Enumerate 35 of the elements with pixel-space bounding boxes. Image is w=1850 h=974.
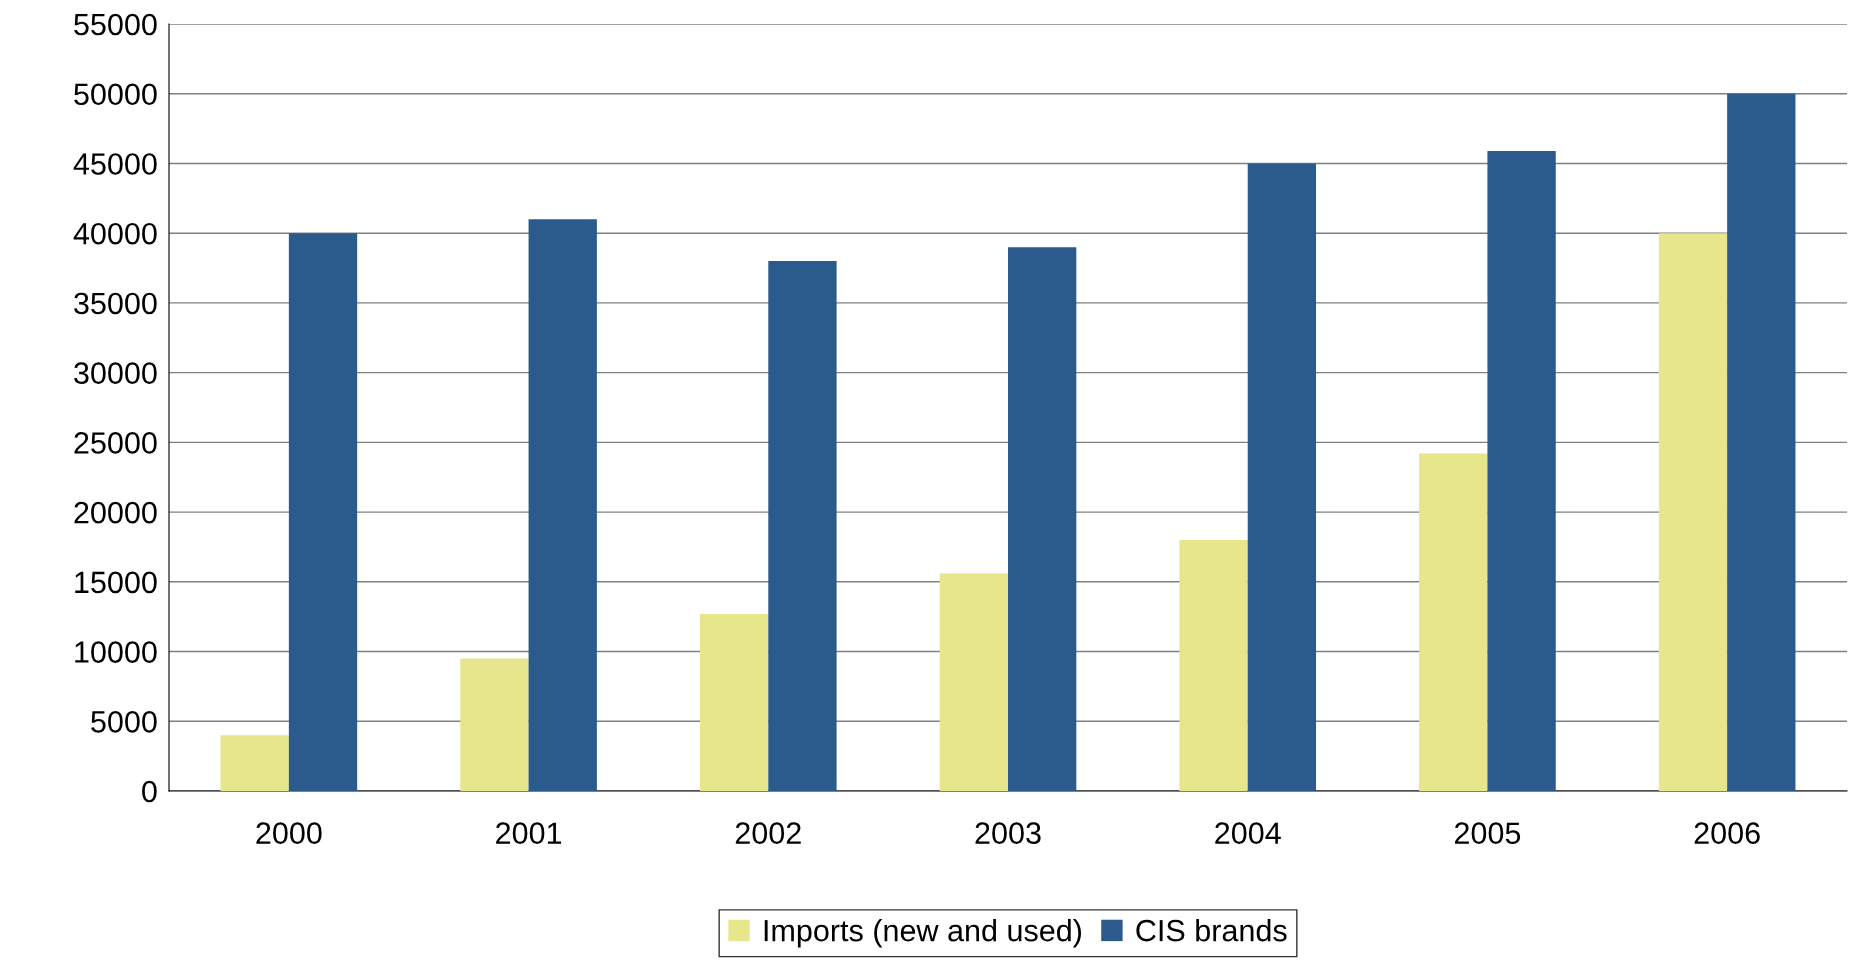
- bar: [939, 573, 1008, 791]
- y-tick-label: 55000: [74, 13, 157, 36]
- y-tick-label: 25000: [74, 432, 157, 454]
- bar: [528, 219, 597, 791]
- x-tick-label: 2003: [975, 822, 1041, 844]
- y-tick-label: 35000: [74, 292, 157, 315]
- x-tick-label: 2002: [735, 822, 801, 844]
- legend-label: Imports (new and used): [764, 918, 1082, 948]
- x-tick-label: 2000: [256, 822, 322, 844]
- y-tick-label: 5000: [91, 711, 157, 733]
- x-tick-label: 2001: [496, 822, 562, 844]
- bar: [1487, 150, 1556, 791]
- bar: [288, 233, 358, 791]
- y-tick-label: 20000: [74, 501, 157, 524]
- bar: [460, 658, 529, 791]
- x-tick-label: 2004: [1215, 822, 1281, 844]
- bar: [1247, 163, 1317, 791]
- y-tick-label: 15000: [75, 571, 157, 594]
- y-tick-label: 50000: [74, 83, 157, 106]
- y-tick-label: 10000: [75, 641, 157, 663]
- bar: [1008, 247, 1077, 791]
- bar: [1179, 539, 1248, 791]
- y-tick-label: 40000: [73, 222, 157, 245]
- bar: [1727, 93, 1796, 791]
- bar: [1658, 233, 1728, 791]
- y-tick-label: 45000: [73, 153, 157, 175]
- bar: [220, 735, 289, 791]
- bar: [1419, 453, 1488, 791]
- legend-label: CIS brands: [1136, 918, 1287, 942]
- y-tick-label: 30000: [74, 362, 157, 385]
- y-tick-label: 0: [142, 780, 157, 803]
- x-tick-label: 2006: [1694, 822, 1760, 844]
- bar: [768, 261, 837, 791]
- bar: [699, 613, 769, 791]
- x-tick-label: 2005: [1454, 822, 1521, 844]
